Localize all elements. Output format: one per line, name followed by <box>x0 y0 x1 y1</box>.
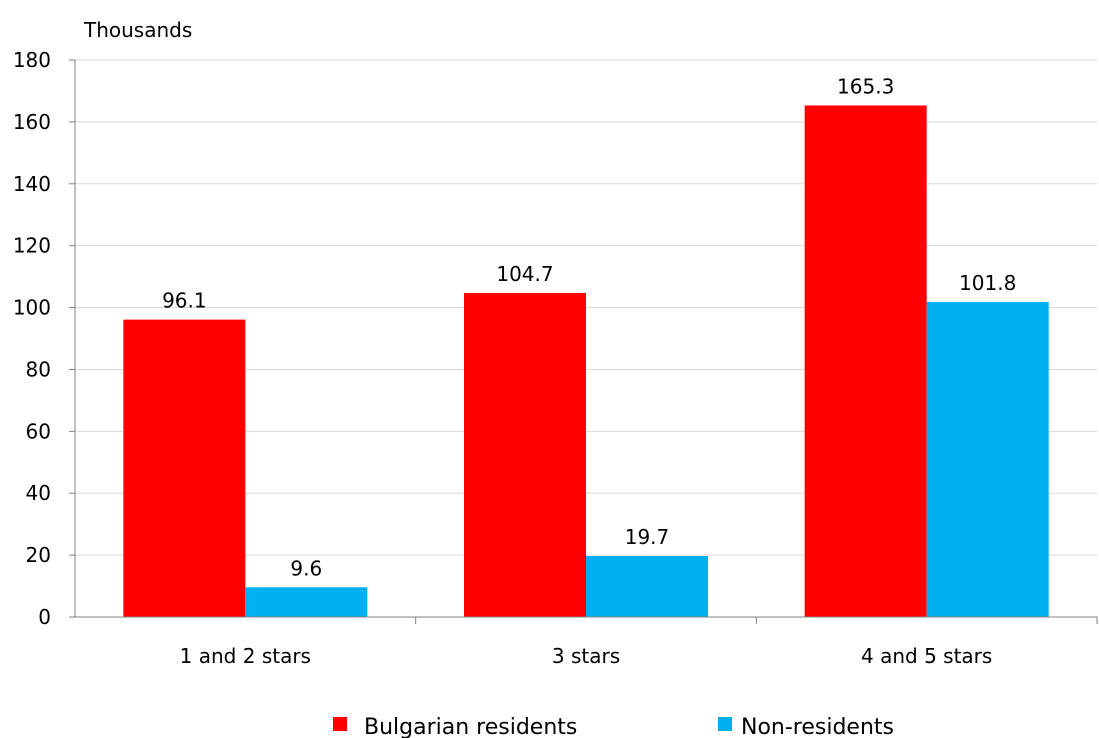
data-label: 19.7 <box>625 525 670 549</box>
y-unit-label: Thousands <box>83 18 192 42</box>
bar-bulgarian-residents <box>123 319 246 617</box>
y-tick-label: 60 <box>26 419 51 443</box>
data-label: 9.6 <box>290 556 322 580</box>
legend-swatch <box>718 717 732 731</box>
legend-swatch <box>333 717 347 731</box>
data-label: 101.8 <box>959 271 1016 295</box>
legend: Bulgarian residents Non-residents <box>333 715 894 738</box>
data-labels: 96.1 9.6 104.7 19.7 165.3 101.8 <box>162 74 1016 580</box>
axes: 0 20 40 60 80 100 120 140 160 180 1 and 2 stars 3 s… <box>13 48 1098 668</box>
y-tick-label: 0 <box>38 605 51 629</box>
bars <box>123 105 1049 617</box>
data-label: 96.1 <box>162 289 207 313</box>
x-tick-label: 1 and 2 stars <box>180 644 311 668</box>
legend-label: Non-residents <box>741 715 894 738</box>
legend-label: Bulgarian residents <box>364 715 577 738</box>
y-tick-label: 160 <box>13 110 51 134</box>
bar-non-residents <box>245 587 368 617</box>
y-tick-label: 20 <box>26 543 51 567</box>
bar-bulgarian-residents <box>464 293 586 617</box>
y-tick-label: 180 <box>13 48 51 72</box>
y-tick-label: 100 <box>13 296 51 320</box>
bar-non-residents <box>926 301 1049 617</box>
y-tick-label: 120 <box>13 234 51 258</box>
data-label: 104.7 <box>496 262 553 286</box>
data-label: 165.3 <box>837 74 894 98</box>
bar-non-residents <box>586 556 708 617</box>
y-tick-label: 80 <box>26 357 51 381</box>
x-tick-label: 3 stars <box>552 644 620 668</box>
bar-bulgarian-residents <box>804 105 927 617</box>
y-tick-label: 40 <box>26 481 51 505</box>
y-tick-label: 140 <box>13 172 51 196</box>
x-tick-label: 4 and 5 stars <box>861 644 992 668</box>
